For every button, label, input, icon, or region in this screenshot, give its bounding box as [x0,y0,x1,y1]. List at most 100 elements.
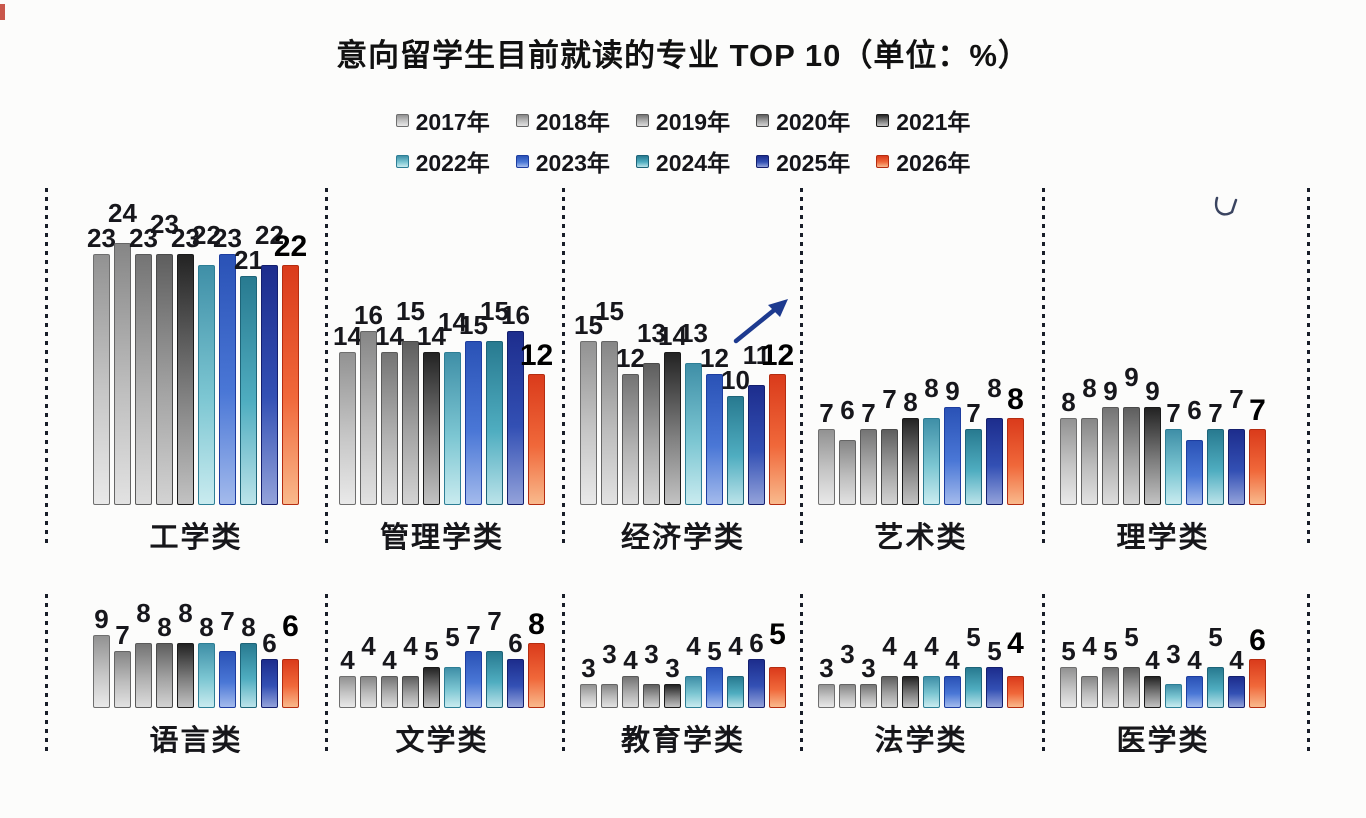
dashed-separator [1042,594,1045,754]
value-label: 8 [1007,383,1024,416]
bar-slot: 7 [114,622,131,708]
value-label: 4 [882,631,897,661]
value-label: 7 [487,606,502,636]
legend-label: 2026年 [896,150,971,176]
bar-2021年 [902,418,919,505]
value-label: 3 [1166,639,1181,669]
bar-slot: 9 [93,606,110,708]
bar-2018年 [360,331,377,505]
bar-2019年 [622,676,639,708]
bar-slot: 8 [135,600,152,708]
bar-2018年 [839,684,856,708]
value-label: 7 [1249,394,1266,427]
bar-slot: 5 [1102,638,1119,708]
value-label: 12 [519,339,554,372]
value-label: 23 [171,223,200,253]
dashed-separator [45,594,48,754]
bar-2024年 [486,651,503,708]
category-label: 经济学类 [620,522,746,554]
value-label: 4 [728,631,743,661]
bar-slot: 6 [839,397,856,505]
bar-slot: 7 [465,622,482,708]
category-label: 法学类 [874,725,968,757]
bar-group-艺术类: 7 6 7 7 8 8 9 7 8 8 艺术类 [818,375,1024,554]
value-label: 7 [1208,398,1223,428]
bar-slot: 15 [396,298,425,505]
bar-group-文学类: 4 4 4 4 5 5 7 7 6 8 文学类 [339,608,545,757]
bar-slot: 21 [234,247,263,505]
bar-2018年 [114,243,131,505]
bar-2023年 [1186,440,1203,505]
bar-slot: 24 [108,200,137,505]
bar-2019年 [1102,667,1119,708]
bar-group-工学类: 23 24 23 23 23 22 23 21 22 22 工学类 [87,200,307,554]
value-label: 7 [220,606,235,636]
bar-group-经济学类: 15 15 12 13 14 13 12 10 11 12 经济学类 [574,298,794,554]
value-label: 9 [94,604,109,634]
bar-slot: 16 [354,302,383,505]
value-label: 4 [361,631,376,661]
bar-slot: 4 [727,633,744,708]
value-label: 15 [480,296,509,326]
bar-slot: 14 [658,323,687,505]
bar-slot: 6 [261,630,278,708]
bar-2026年 [282,265,299,505]
value-label: 3 [581,653,596,683]
bar-2018年 [601,684,618,708]
value-label: 4 [945,645,960,675]
dashed-separator [45,188,48,546]
rising-arrow-icon [733,299,788,344]
value-label: 3 [819,653,834,683]
bar-2025年 [986,418,1003,505]
bar-2026年 [769,667,786,708]
bar-2019年 [135,643,152,708]
value-label: 7 [466,620,481,650]
bar-slot: 4 [1228,647,1245,708]
bar-slot: 14 [438,309,467,505]
value-label: 8 [903,387,918,417]
category-label: 教育学类 [620,725,746,757]
bar-2025年 [748,385,765,505]
category-label: 理学类 [1116,522,1210,554]
bar-2019年 [135,254,152,505]
bar-slot: 4 [1186,647,1203,708]
bar-2018年 [839,440,856,505]
value-label: 8 [528,608,545,641]
legend-label: 2023年 [535,150,610,176]
value-label: 23 [213,223,242,253]
bar-slot: 6 [1249,626,1266,708]
bar-slot: 7 [1207,400,1224,505]
value-label: 8 [987,373,1002,403]
bar-2017年 [93,254,110,505]
bar-slot: 8 [198,614,215,708]
bar-2024年 [486,341,503,505]
bar-2021年 [423,352,440,505]
bar-slot: 9 [1144,378,1161,505]
bar-2024年 [240,276,257,505]
bar-slot: 14 [333,323,362,505]
value-label: 16 [501,300,530,330]
legend-label: 2025年 [776,150,851,176]
value-label: 5 [1061,636,1076,666]
bar-slot: 5 [423,638,440,708]
bar-2022年 [923,676,940,708]
bar-2020年 [881,429,898,505]
bar-2022年 [444,667,461,708]
bar-slot: 23 [171,225,200,505]
value-label: 8 [924,373,939,403]
bar-2019年 [381,352,398,505]
value-label: 4 [1007,627,1024,660]
bar-slot: 14 [417,323,446,505]
bar-slot: 5 [1123,624,1140,708]
value-label: 3 [644,639,659,669]
bar-2023年 [944,676,961,708]
value-label: 7 [1166,398,1181,428]
dashed-separator [562,594,565,754]
bar-2023年 [465,651,482,708]
value-label: 23 [87,223,116,253]
legend-item: 2021年 [876,103,970,137]
bar-slot: 15 [480,298,509,505]
bar-slot: 7 [818,400,835,505]
legend-label: 2024年 [655,150,731,176]
bar-2017年 [339,676,356,708]
